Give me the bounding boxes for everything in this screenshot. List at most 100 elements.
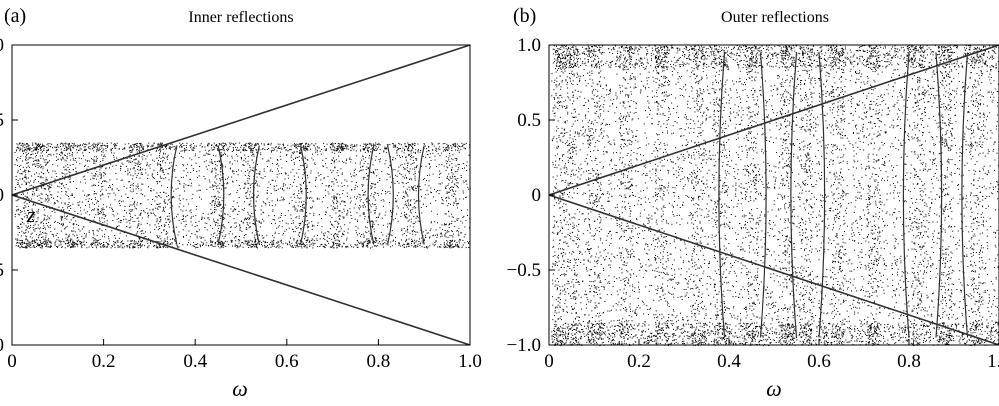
data-point	[424, 145, 426, 147]
data-point	[60, 142, 62, 144]
data-point	[406, 246, 408, 248]
data-point	[46, 143, 48, 145]
data-point	[70, 195, 72, 196]
data-point	[251, 241, 253, 243]
data-point	[427, 246, 429, 248]
data-point	[92, 202, 94, 204]
data-point	[428, 150, 430, 152]
data-point	[186, 142, 188, 144]
data-point	[375, 147, 377, 149]
data-point	[378, 144, 380, 146]
data-point	[364, 176, 366, 178]
data-point	[460, 176, 462, 178]
data-point	[355, 244, 357, 246]
data-point	[143, 232, 145, 234]
data-point	[142, 183, 144, 185]
data-point	[411, 142, 413, 144]
data-point	[336, 193, 338, 195]
data-point	[431, 210, 433, 212]
data-point	[175, 147, 177, 149]
data-point	[316, 149, 318, 151]
data-point	[425, 247, 427, 249]
data-point	[313, 243, 315, 245]
data-point	[451, 246, 453, 248]
data-point	[243, 187, 245, 189]
data-point	[325, 150, 327, 151]
data-point	[66, 242, 68, 244]
data-point	[36, 160, 38, 162]
data-point	[129, 150, 131, 151]
data-point	[296, 146, 298, 148]
data-point	[36, 239, 38, 241]
data-point	[211, 242, 213, 244]
data-point	[305, 146, 307, 147]
data-point	[172, 229, 174, 231]
data-point	[99, 169, 101, 171]
data-point	[287, 177, 289, 179]
data-point	[333, 195, 335, 197]
data-point	[224, 217, 226, 219]
data-point	[139, 215, 141, 216]
data-point	[228, 194, 230, 196]
data-point	[36, 149, 38, 151]
data-point	[88, 146, 89, 148]
data-point	[101, 235, 103, 237]
data-point	[50, 241, 52, 243]
data-point	[70, 148, 72, 150]
data-point	[367, 242, 369, 244]
data-point	[296, 151, 298, 153]
data-point	[263, 144, 265, 146]
data-point	[182, 236, 184, 237]
data-point	[406, 217, 408, 219]
data-point	[237, 147, 239, 149]
data-point	[462, 192, 464, 194]
data-point	[37, 176, 39, 177]
data-point	[338, 223, 340, 225]
data-point	[370, 143, 372, 145]
data-point	[172, 146, 174, 148]
data-point	[101, 212, 102, 214]
data-point	[209, 225, 211, 227]
data-point	[304, 244, 306, 246]
data-point	[424, 197, 426, 199]
data-point	[375, 237, 377, 239]
data-point	[215, 198, 217, 200]
data-point	[390, 186, 391, 188]
data-point	[293, 239, 295, 241]
data-point	[18, 147, 20, 149]
data-point	[303, 207, 305, 209]
data-point	[248, 203, 250, 205]
data-point	[126, 221, 128, 223]
data-point	[171, 242, 173, 244]
data-point	[69, 152, 70, 154]
data-point	[457, 218, 459, 220]
data-point	[343, 147, 345, 149]
data-point	[73, 230, 75, 232]
data-point	[136, 227, 138, 229]
data-point	[224, 227, 226, 229]
data-point	[129, 213, 131, 215]
data-point	[280, 147, 282, 149]
data-point	[138, 237, 140, 239]
data-point	[451, 163, 453, 165]
data-point	[27, 231, 29, 233]
data-point	[242, 242, 244, 243]
data-point	[330, 147, 332, 149]
data-point	[342, 233, 344, 235]
data-point	[166, 196, 168, 198]
data-point	[15, 187, 16, 189]
data-point	[325, 244, 327, 246]
data-point	[178, 219, 180, 221]
data-point	[413, 241, 415, 243]
data-point	[249, 184, 251, 186]
data-point	[371, 158, 373, 160]
data-point	[244, 187, 246, 189]
data-point	[138, 154, 140, 156]
data-point	[255, 239, 256, 241]
data-point	[281, 242, 282, 244]
data-point	[364, 161, 366, 162]
data-point	[59, 153, 60, 155]
data-point	[370, 204, 372, 206]
data-point	[61, 159, 63, 161]
data-point	[263, 220, 265, 222]
